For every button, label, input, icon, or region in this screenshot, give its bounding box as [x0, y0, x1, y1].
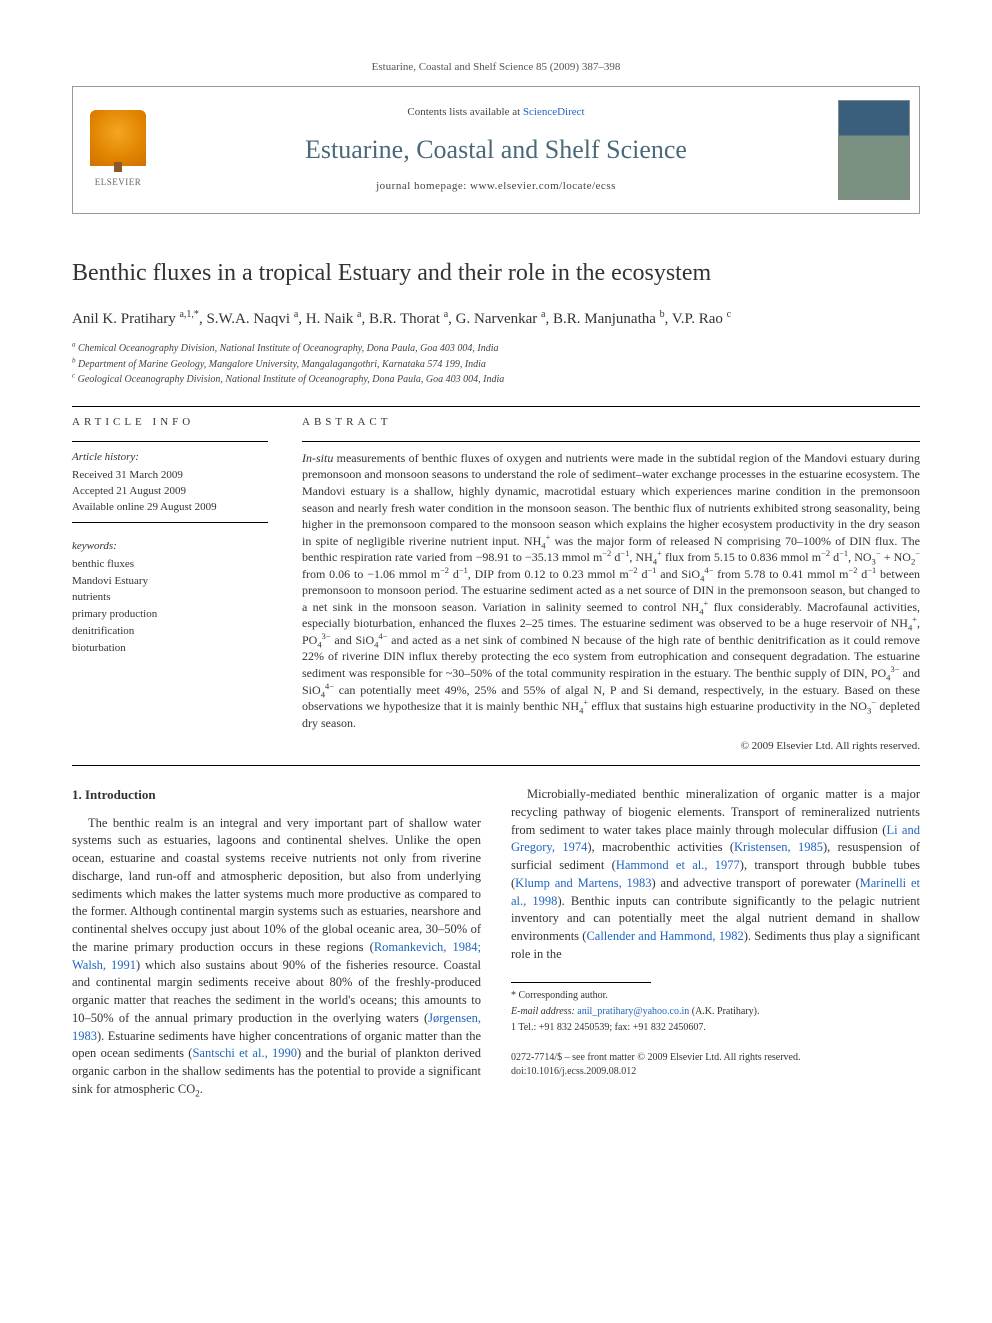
sciencedirect-link[interactable]: ScienceDirect: [523, 106, 585, 118]
page-root: Estuarine, Coastal and Shelf Science 85 …: [0, 0, 992, 1139]
journal-title: Estuarine, Coastal and Shelf Science: [173, 131, 819, 169]
body-paragraph: The benthic realm is an integral and ver…: [72, 815, 481, 1099]
abstract-column: ABSTRACT In-situ measurements of benthic…: [302, 415, 920, 755]
elsevier-logo: ELSEVIER: [73, 87, 163, 213]
elsevier-label: ELSEVIER: [95, 176, 142, 189]
footnote-corresponding: * Corresponding author.: [511, 989, 920, 1003]
contents-prefix: Contents lists available at: [407, 106, 522, 118]
info-abstract-row: ARTICLE INFO Article history: Received 3…: [72, 415, 920, 755]
affiliation-c: c Geological Oceanography Division, Nati…: [72, 373, 920, 388]
homepage-url[interactable]: www.elsevier.com/locate/ecss: [470, 180, 616, 192]
affiliation-a: a Chemical Oceanography Division, Nation…: [72, 342, 920, 357]
divider-below-abstract: [72, 765, 920, 766]
footnote-tel: 1 Tel.: +91 832 2450539; fax: +91 832 24…: [511, 1021, 920, 1035]
section-heading-1: 1. Introduction: [72, 786, 481, 804]
abstract-label: ABSTRACT: [302, 415, 920, 431]
footnotes: * Corresponding author. E-mail address: …: [511, 989, 920, 1036]
cover-image: [838, 100, 910, 200]
keyword: bioturbation: [72, 641, 268, 657]
article-history-label: Article history:: [72, 450, 268, 466]
doi-block: 0272-7714/$ – see front matter © 2009 El…: [511, 1051, 920, 1079]
keywords-list: benthic fluxes Mandovi Estuary nutrients…: [72, 557, 268, 658]
history-received: Received 31 March 2009: [72, 468, 268, 484]
info-divider-2: [72, 522, 268, 523]
article-title: Benthic fluxes in a tropical Estuary and…: [72, 256, 920, 291]
doi-line-1: 0272-7714/$ – see front matter © 2009 El…: [511, 1051, 920, 1065]
footnote-divider: [511, 982, 651, 983]
keyword: Mandovi Estuary: [72, 574, 268, 590]
body-two-column: 1. Introduction The benthic realm is an …: [72, 786, 920, 1098]
affiliations: a Chemical Oceanography Division, Nation…: [72, 342, 920, 388]
header-center: Contents lists available at ScienceDirec…: [163, 87, 829, 213]
doi-line-2: doi:10.1016/j.ecss.2009.08.012: [511, 1065, 920, 1079]
journal-header-box: ELSEVIER Contents lists available at Sci…: [72, 86, 920, 214]
abstract-divider: [302, 441, 920, 442]
history-online: Available online 29 August 2009: [72, 500, 268, 516]
email-label: E-mail address:: [511, 1006, 577, 1017]
contents-line: Contents lists available at ScienceDirec…: [173, 105, 819, 121]
elsevier-tree-icon: [90, 110, 146, 166]
info-divider-1: [72, 441, 268, 442]
keyword: benthic fluxes: [72, 557, 268, 573]
divider-top: [72, 406, 920, 407]
keyword: denitrification: [72, 624, 268, 640]
keywords-label: keywords:: [72, 539, 268, 555]
homepage-prefix: journal homepage:: [376, 180, 470, 192]
abstract-text: In-situ measurements of benthic fluxes o…: [302, 450, 920, 731]
email-link[interactable]: anil_pratihary@yahoo.co.in: [577, 1006, 689, 1017]
history-accepted: Accepted 21 August 2009: [72, 484, 268, 500]
email-who: (A.K. Pratihary).: [689, 1006, 759, 1017]
keyword: nutrients: [72, 590, 268, 606]
article-info-column: ARTICLE INFO Article history: Received 3…: [72, 415, 268, 755]
authors-line: Anil K. Pratihary a,1,*, S.W.A. Naqvi a,…: [72, 309, 920, 331]
journal-homepage: journal homepage: www.elsevier.com/locat…: [173, 179, 819, 195]
affiliation-b: b Department of Marine Geology, Mangalor…: [72, 358, 920, 373]
article-info-label: ARTICLE INFO: [72, 415, 268, 431]
journal-reference: Estuarine, Coastal and Shelf Science 85 …: [72, 60, 920, 76]
footnote-email: E-mail address: anil_pratihary@yahoo.co.…: [511, 1005, 920, 1019]
abstract-copyright: © 2009 Elsevier Ltd. All rights reserved…: [302, 739, 920, 755]
body-paragraph: Microbially-mediated benthic mineralizat…: [511, 786, 920, 964]
journal-cover-thumb: [829, 87, 919, 213]
keyword: primary production: [72, 607, 268, 623]
